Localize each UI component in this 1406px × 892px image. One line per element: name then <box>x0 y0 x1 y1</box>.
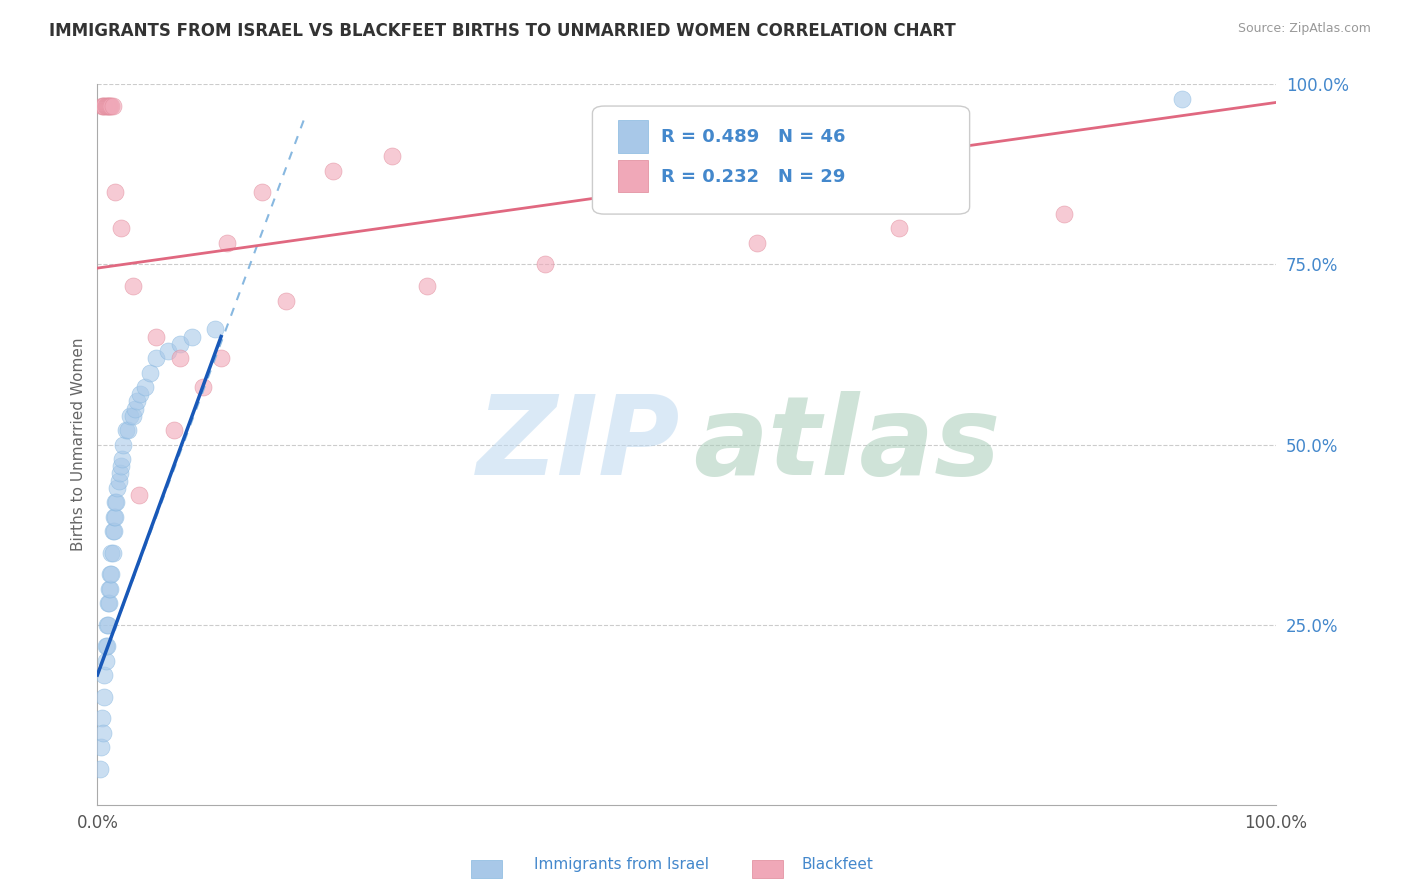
Text: IMMIGRANTS FROM ISRAEL VS BLACKFEET BIRTHS TO UNMARRIED WOMEN CORRELATION CHART: IMMIGRANTS FROM ISRAEL VS BLACKFEET BIRT… <box>49 22 956 40</box>
Text: R = 0.489   N = 46: R = 0.489 N = 46 <box>661 128 845 146</box>
Point <box>274 293 297 308</box>
Point <box>98 582 121 596</box>
Point <box>98 99 121 113</box>
Y-axis label: Births to Unmarried Women: Births to Unmarried Women <box>72 338 86 551</box>
Point <box>98 596 121 610</box>
Point <box>117 423 139 437</box>
Point <box>416 279 439 293</box>
Point <box>91 725 114 739</box>
Point <box>98 567 121 582</box>
Point <box>121 409 143 423</box>
Point <box>100 99 122 113</box>
Point <box>145 329 167 343</box>
Point <box>215 235 238 250</box>
Point <box>108 467 131 481</box>
Point <box>104 495 127 509</box>
Point <box>101 546 124 560</box>
Point <box>93 690 115 704</box>
Point <box>96 99 118 113</box>
Point <box>105 481 128 495</box>
Point <box>111 452 134 467</box>
Point <box>107 474 129 488</box>
Point <box>96 617 118 632</box>
Point <box>163 423 186 437</box>
Point <box>103 509 125 524</box>
Point <box>120 409 142 423</box>
Point <box>110 459 132 474</box>
Point <box>128 488 150 502</box>
Point <box>94 639 117 653</box>
Point <box>98 99 121 113</box>
FancyBboxPatch shape <box>619 160 648 193</box>
Point <box>128 387 150 401</box>
Point <box>747 235 769 250</box>
Point <box>193 380 215 394</box>
Point <box>104 186 127 200</box>
Point <box>169 336 191 351</box>
Point <box>101 524 124 538</box>
Point <box>94 99 117 113</box>
Point <box>381 149 404 163</box>
Point <box>157 343 180 358</box>
Point <box>89 762 111 776</box>
Point <box>90 740 112 755</box>
Point <box>91 99 114 113</box>
Point <box>97 617 120 632</box>
Point <box>94 654 117 668</box>
Point <box>121 279 143 293</box>
Point <box>91 711 114 725</box>
Point <box>252 186 274 200</box>
Point <box>100 567 122 582</box>
Text: ZIP: ZIP <box>477 391 681 498</box>
Point <box>93 99 115 113</box>
Point <box>98 582 121 596</box>
FancyBboxPatch shape <box>592 106 970 214</box>
Text: Blackfeet: Blackfeet <box>801 857 873 872</box>
Point <box>93 668 115 682</box>
Text: atlas: atlas <box>693 391 1000 498</box>
Point <box>145 351 167 365</box>
Point <box>127 394 149 409</box>
Point <box>105 495 128 509</box>
Point <box>534 258 557 272</box>
Point <box>1171 92 1194 106</box>
Point <box>124 401 146 416</box>
Text: Immigrants from Israel: Immigrants from Israel <box>534 857 709 872</box>
Point <box>97 596 120 610</box>
Point <box>134 380 156 394</box>
Text: Source: ZipAtlas.com: Source: ZipAtlas.com <box>1237 22 1371 36</box>
Point <box>104 509 127 524</box>
Point <box>887 221 910 235</box>
Text: R = 0.232   N = 29: R = 0.232 N = 29 <box>661 168 845 186</box>
Point <box>91 99 114 113</box>
Point <box>100 546 122 560</box>
Point <box>1053 207 1076 221</box>
FancyBboxPatch shape <box>619 120 648 153</box>
Point <box>209 351 232 365</box>
Point <box>169 351 191 365</box>
Point <box>97 99 120 113</box>
Point <box>204 322 226 336</box>
Point <box>110 221 132 235</box>
Point <box>103 524 125 538</box>
Point <box>96 639 118 653</box>
Point <box>114 423 136 437</box>
Point <box>180 329 202 343</box>
Point <box>139 366 162 380</box>
Point <box>112 437 135 451</box>
Point <box>322 164 344 178</box>
Point <box>101 99 124 113</box>
